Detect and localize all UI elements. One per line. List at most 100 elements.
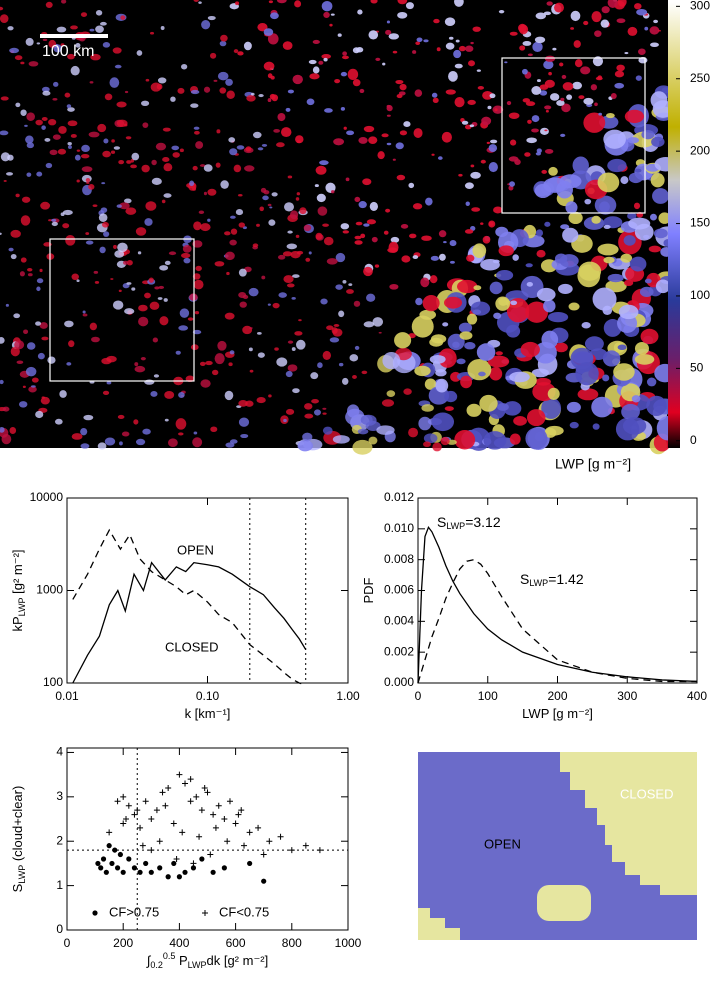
cloud-cell bbox=[342, 279, 347, 284]
cloud-cell bbox=[271, 94, 279, 102]
cloud-cell bbox=[594, 102, 598, 107]
cloud-cell bbox=[394, 332, 412, 349]
cloud-cell bbox=[113, 146, 120, 150]
cloud-cell bbox=[360, 414, 373, 425]
cloud-cell bbox=[648, 245, 661, 253]
cloud-cell bbox=[282, 41, 293, 50]
cloud-cell bbox=[357, 428, 369, 435]
cloud-cell bbox=[181, 252, 191, 259]
cloud-cell bbox=[237, 193, 243, 197]
point bbox=[190, 865, 197, 871]
y-tick-label: 100 bbox=[43, 675, 63, 689]
x-axis-label: ∫0.20.5 PLWPdk [g² m⁻²] bbox=[146, 951, 269, 970]
cloud-cell bbox=[295, 135, 304, 144]
cloud-cell bbox=[287, 89, 295, 94]
cloud-cell bbox=[200, 379, 211, 388]
cloud-cell bbox=[354, 240, 363, 245]
label-part: dk [g² m⁻²] bbox=[206, 953, 268, 968]
cloud-cell bbox=[276, 0, 287, 4]
y-tick-label: 0.002 bbox=[384, 644, 414, 658]
cloud-cell bbox=[405, 2, 414, 10]
point bbox=[95, 860, 101, 867]
cloud-cell bbox=[346, 130, 355, 136]
cloud-cell bbox=[519, 45, 526, 51]
cloud-cell bbox=[487, 355, 510, 368]
cloud-cell bbox=[217, 340, 227, 351]
closed-area bbox=[560, 752, 697, 895]
cloud-cell bbox=[424, 378, 437, 390]
cloud-cell bbox=[48, 219, 52, 222]
cloud-cell bbox=[651, 136, 665, 148]
x-tick-label: 300 bbox=[617, 689, 637, 703]
cloud-cell bbox=[464, 182, 474, 190]
cloud-cell bbox=[429, 275, 438, 284]
cloud-cell bbox=[211, 369, 219, 376]
cloud-cell bbox=[531, 128, 539, 133]
cloud-cell bbox=[0, 6, 4, 11]
x-tick-label: 100 bbox=[478, 689, 498, 703]
cloud-cell bbox=[362, 178, 372, 186]
cloud-cell bbox=[580, 66, 591, 75]
cloud-cell bbox=[157, 297, 163, 300]
cloud-cell bbox=[13, 313, 21, 319]
cloud-cell bbox=[45, 1, 53, 9]
cloud-cell bbox=[355, 221, 363, 226]
cloud-cell bbox=[285, 408, 295, 415]
cloud-cell bbox=[444, 296, 463, 309]
label-part: LWP bbox=[529, 578, 548, 588]
cloud-cell bbox=[244, 165, 255, 172]
colorbar-tick-label: 250 bbox=[690, 71, 710, 85]
cloud-cell bbox=[620, 176, 629, 185]
cloud-cell bbox=[594, 30, 602, 38]
cloud-cell bbox=[444, 406, 454, 411]
cloud-cell bbox=[423, 441, 431, 448]
cloud-cell bbox=[368, 30, 379, 40]
cloud-cell bbox=[170, 96, 176, 102]
cloud-cell bbox=[342, 51, 348, 56]
cloud-cell bbox=[164, 390, 175, 399]
cloud-cell bbox=[352, 375, 357, 379]
cloud-cell bbox=[345, 177, 350, 182]
cloud-cell bbox=[489, 281, 503, 295]
cloud-cell bbox=[416, 37, 423, 43]
cloud-cell bbox=[268, 219, 276, 226]
x-tick-label: 0 bbox=[415, 689, 422, 703]
cloud-cell bbox=[634, 223, 654, 241]
cloud-cell bbox=[284, 202, 295, 212]
cloud-cell bbox=[66, 362, 72, 366]
cloud-cell bbox=[482, 235, 491, 244]
cloud-cell bbox=[76, 149, 81, 152]
cloud-cell bbox=[322, 407, 327, 410]
cloud-cell bbox=[22, 385, 26, 389]
cloud-cell bbox=[361, 370, 368, 375]
cloud-cell bbox=[401, 255, 411, 263]
cloud-cell bbox=[540, 127, 549, 135]
cloud-cell bbox=[422, 294, 440, 312]
cloud-cell bbox=[480, 259, 500, 271]
label-part: =3.12 bbox=[465, 514, 501, 530]
cloud-cell bbox=[652, 188, 669, 204]
cloud-cell bbox=[121, 431, 130, 437]
point bbox=[210, 811, 217, 818]
cloud-cell bbox=[399, 130, 408, 136]
cloud-cell bbox=[368, 136, 378, 144]
point bbox=[120, 869, 126, 875]
cloud-cell bbox=[635, 75, 642, 81]
cloud-cell bbox=[113, 244, 117, 249]
point bbox=[224, 838, 231, 845]
cloud-cell bbox=[296, 339, 306, 350]
point bbox=[255, 824, 262, 831]
point bbox=[170, 820, 177, 827]
cloud-cell bbox=[0, 379, 4, 385]
cloud-cell bbox=[203, 86, 211, 93]
cloud-cell bbox=[371, 236, 378, 243]
point bbox=[109, 860, 115, 867]
cloud-cell bbox=[616, 64, 625, 72]
cloud-cell bbox=[81, 144, 90, 153]
cloud-cell bbox=[386, 114, 391, 117]
point bbox=[238, 807, 245, 814]
cloud-cell bbox=[525, 427, 548, 450]
cloud-cell bbox=[120, 15, 126, 20]
cloud-cell bbox=[171, 145, 180, 151]
cloud-cell bbox=[376, 425, 395, 435]
